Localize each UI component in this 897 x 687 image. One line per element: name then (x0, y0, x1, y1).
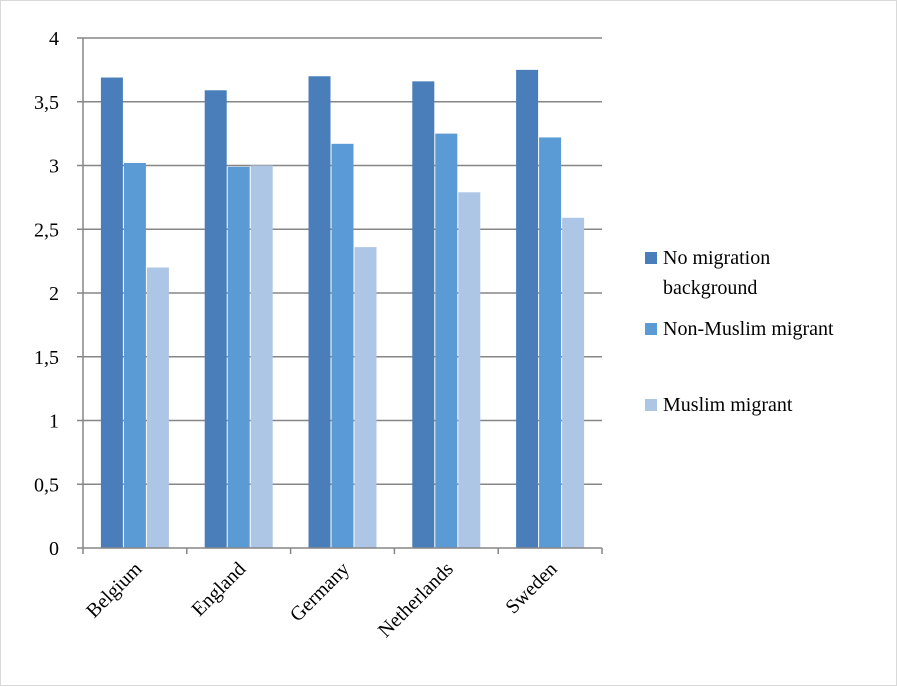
bar (331, 143, 354, 548)
bar (412, 81, 435, 548)
y-tick-label: 4 (49, 28, 59, 50)
bar (227, 166, 250, 548)
bar (308, 76, 331, 548)
y-tick-label: 0 (49, 538, 59, 560)
bar (435, 133, 458, 548)
bar (250, 165, 273, 548)
y-tick-label: 3 (49, 156, 59, 178)
y-tick-label: 3,5 (34, 92, 59, 114)
bar (123, 162, 146, 548)
bar (562, 217, 585, 548)
legend: No migration background Non-Muslim migrant… (645, 247, 834, 416)
bar (204, 90, 227, 549)
x-tick-label: Belgium (82, 558, 147, 623)
y-tick-label: 0,5 (34, 474, 59, 496)
axes (77, 37, 603, 554)
legend-label: Non-Muslim migrant (663, 318, 834, 340)
legend-label: Muslim migrant (663, 394, 793, 416)
bar (354, 247, 377, 548)
y-tick-label: 2 (49, 283, 59, 305)
x-tick-label: England (188, 558, 251, 621)
legend-swatch (645, 399, 657, 411)
y-tick-labels: 0 0,5 1 1,5 2 2,5 3 3,5 4 (34, 28, 59, 560)
x-tick-labels: Belgium England Germany Netherlands Sweden (82, 558, 561, 642)
bar (100, 77, 123, 549)
x-tick-label: Sweden (501, 558, 561, 618)
bar (146, 267, 169, 548)
y-tick-label: 1 (49, 411, 59, 433)
x-tick-label: Germany (286, 558, 354, 626)
bar (458, 192, 481, 548)
legend-label: No migration (663, 247, 770, 269)
bar (516, 69, 539, 548)
legend-swatch (645, 323, 657, 335)
bar (539, 137, 562, 548)
legend-label: background (663, 277, 757, 299)
y-tick-label: 1,5 (34, 347, 59, 369)
legend-swatch (645, 252, 657, 264)
bars (100, 69, 585, 549)
x-tick-label: Netherlands (374, 558, 458, 642)
y-tick-label: 2,5 (34, 219, 59, 241)
